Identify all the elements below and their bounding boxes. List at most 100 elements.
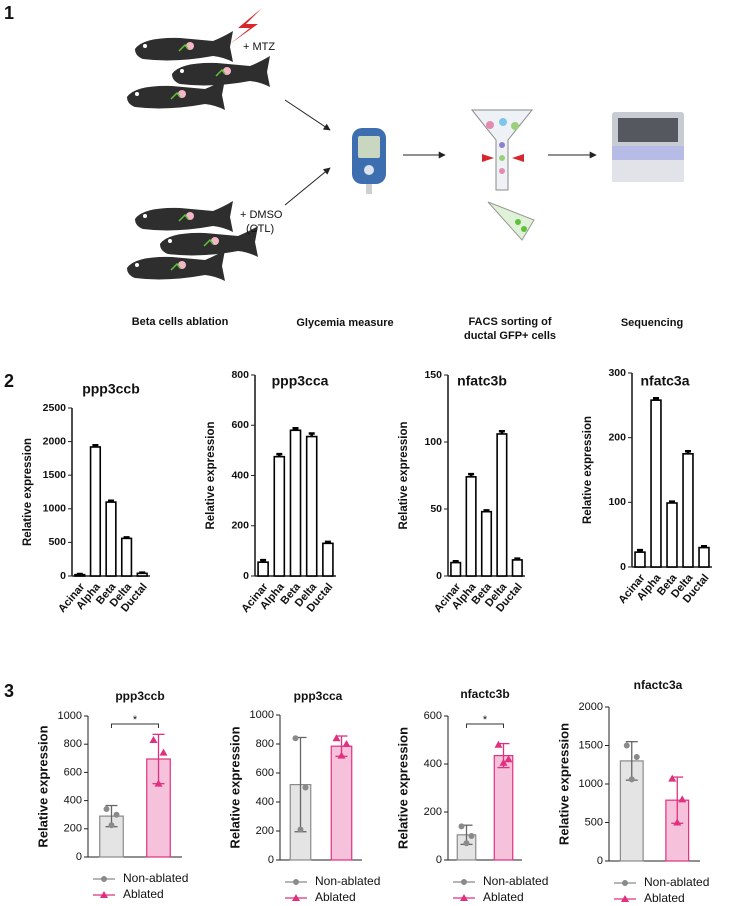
data-point xyxy=(337,751,346,759)
error-bar xyxy=(498,430,505,434)
data-point xyxy=(297,826,304,833)
error-bar xyxy=(483,509,490,512)
error-bar xyxy=(139,571,146,574)
data-point xyxy=(302,784,309,791)
y-tick-label: 800 xyxy=(231,369,249,381)
error-bar xyxy=(324,540,331,544)
legend-label: Non-ablated xyxy=(483,874,548,888)
treatment-label: (CTL) xyxy=(246,223,274,235)
panel-label: 3 xyxy=(4,681,14,701)
bar xyxy=(480,510,493,577)
legend-marker xyxy=(100,891,108,898)
y-tick-label: 2000 xyxy=(579,701,603,713)
y-tick-label: 0 xyxy=(60,570,66,582)
bar xyxy=(666,502,678,568)
bar xyxy=(450,561,462,577)
y-tick-label: 50 xyxy=(430,503,442,515)
y-tick-label: 300 xyxy=(608,367,626,379)
y-tick-label: 0 xyxy=(76,851,82,863)
y-tick-label: 2000 xyxy=(43,435,67,447)
error-bar xyxy=(685,449,691,454)
error-bar xyxy=(92,444,99,447)
data-point xyxy=(468,833,475,839)
legend-label: Non-ablated xyxy=(123,871,188,885)
y-tick-label: 0 xyxy=(268,854,274,866)
bar xyxy=(273,455,286,577)
legend-marker xyxy=(621,895,629,902)
step-label: Glycemia measure xyxy=(296,317,393,329)
y-axis-label: Relative expression xyxy=(22,438,34,546)
data-point xyxy=(628,776,635,783)
facs-sorter xyxy=(470,109,535,241)
y-axis-label: Relative expression xyxy=(227,726,242,848)
y-tick-label: 200 xyxy=(231,520,249,532)
bar xyxy=(465,476,477,577)
legend-marker xyxy=(101,876,107,882)
y-tick-label: 0 xyxy=(597,855,603,867)
y-axis-label: Relative expression xyxy=(398,421,410,529)
y-axis-label: Relative expression xyxy=(395,727,410,849)
y-tick-label: 400 xyxy=(424,758,442,770)
y-tick-label: 200 xyxy=(256,825,274,837)
bar xyxy=(305,435,318,577)
data-point xyxy=(149,735,158,743)
y-tick-label: 800 xyxy=(256,738,274,750)
bar xyxy=(650,399,662,568)
y-tick-label: 400 xyxy=(64,795,82,807)
bar xyxy=(105,501,117,577)
treatment-label: + MTZ xyxy=(243,41,275,53)
significance-label: * xyxy=(133,714,138,726)
data-point xyxy=(342,740,351,747)
data-point xyxy=(458,823,465,830)
data-point xyxy=(678,795,687,803)
lightning xyxy=(230,8,262,44)
y-tick-label: 800 xyxy=(64,738,82,750)
error-bar xyxy=(452,560,459,563)
legend-label: Non-ablated xyxy=(644,875,709,889)
error-bar xyxy=(260,558,267,563)
y-tick-label: 0 xyxy=(436,570,442,582)
bar xyxy=(493,754,514,861)
data-point xyxy=(668,774,677,782)
y-tick-label: 0 xyxy=(620,561,626,573)
legend-marker xyxy=(461,879,467,885)
data-point xyxy=(332,734,341,742)
arrow xyxy=(284,99,331,131)
legend-label: Non-ablated xyxy=(315,874,380,888)
significance-bracket xyxy=(466,723,504,728)
chart-title: ppp3ccb xyxy=(82,381,140,397)
chart-title: ppp3cca xyxy=(272,373,329,389)
step-label: Sequencing xyxy=(621,317,683,329)
bar xyxy=(634,551,646,568)
arrow xyxy=(284,167,331,206)
chart-title: nfatc3a xyxy=(640,373,689,389)
bar xyxy=(496,433,508,577)
y-tick-label: 1500 xyxy=(579,739,603,751)
y-tick-label: 200 xyxy=(608,431,626,443)
legend-marker xyxy=(622,880,628,886)
error-bar xyxy=(308,432,315,437)
bar xyxy=(89,446,102,577)
data-point xyxy=(108,822,115,829)
error-bar xyxy=(123,536,130,539)
legend-label: Ablated xyxy=(123,887,164,901)
y-tick-label: 1000 xyxy=(58,710,82,722)
bar xyxy=(322,542,334,577)
y-tick-label: 600 xyxy=(256,767,274,779)
error-bar xyxy=(76,572,83,576)
y-tick-label: 600 xyxy=(424,710,442,722)
significance-label: * xyxy=(483,714,488,726)
data-point xyxy=(463,840,470,847)
data-point xyxy=(623,742,630,749)
y-axis-label: Relative expression xyxy=(205,421,217,529)
y-tick-label: 100 xyxy=(608,496,626,508)
error-bar xyxy=(292,427,299,431)
legend-marker xyxy=(460,894,468,901)
y-tick-label: 100 xyxy=(424,436,442,448)
data-point xyxy=(504,755,513,763)
y-tick-label: 1000 xyxy=(43,503,67,515)
data-point xyxy=(494,740,503,748)
chart-title: ppp3ccb xyxy=(115,689,164,703)
error-bar xyxy=(276,452,283,457)
y-tick-label: 200 xyxy=(424,806,442,818)
